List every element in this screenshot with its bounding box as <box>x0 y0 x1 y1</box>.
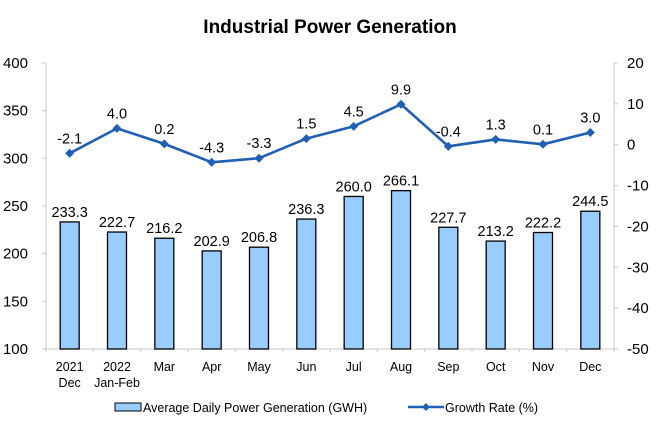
axes: 100 150 200 250 300 350 400 -50 -40 -30 -20 -10 0 10 2… <box>3 55 649 358</box>
bar-value-label: 216.2 <box>146 221 182 237</box>
x-category-label: Aug <box>390 360 412 374</box>
line-series <box>65 99 595 167</box>
left-tick-label: 300 <box>3 150 28 167</box>
bar-value-label: 222.2 <box>525 216 561 232</box>
bar <box>59 221 80 350</box>
x-category-label: 2022 <box>103 360 131 374</box>
bar <box>580 210 601 350</box>
legend: Average Daily Power Generation (GWH) Gro… <box>114 401 538 415</box>
bar <box>201 250 222 350</box>
bar-value-label: 266.1 <box>383 174 419 190</box>
line-value-label: 0.1 <box>533 122 553 138</box>
line-value-label: -2.1 <box>57 131 82 147</box>
left-tick-label: 100 <box>3 341 28 358</box>
line-value-label: 1.5 <box>296 117 316 133</box>
bar-value-label: 233.3 <box>52 205 88 221</box>
bar-value-label: 236.3 <box>288 202 324 218</box>
growth-rate-line <box>69 102 591 164</box>
right-tick-label: 20 <box>627 55 644 72</box>
line-point-marker <box>491 134 501 144</box>
left-tick-label: 250 <box>3 198 28 215</box>
line-point-marker <box>207 157 217 167</box>
line-point-marker <box>538 139 548 149</box>
right-tick-label: 0 <box>627 137 635 154</box>
right-tick-label: -10 <box>627 178 649 195</box>
legend-diamond-marker-icon <box>422 403 430 411</box>
x-category-label: Dec <box>579 360 601 374</box>
bar-value-label: 222.7 <box>99 215 135 231</box>
legend-line-label: Growth Rate (%) <box>445 401 538 415</box>
x-category-label: Apr <box>202 360 221 374</box>
x-category-label: 2021 <box>56 360 84 374</box>
line-value-label: 4.5 <box>344 104 364 120</box>
line-value-label: 3.0 <box>580 110 600 126</box>
legend-bar-swatch <box>114 402 142 412</box>
bar-value-label: 260.0 <box>336 179 372 195</box>
bar-series <box>59 190 601 350</box>
left-tick-label: 150 <box>3 293 28 310</box>
left-tick-label: 200 <box>3 246 28 263</box>
category-labels: 2021 Dec 2022 Jan-Feb Mar Apr May Jun Jul Aug Sep O… <box>56 360 602 390</box>
line-value-label: 9.9 <box>391 82 411 98</box>
bar-value-label: 213.2 <box>478 224 514 240</box>
left-tick-label: 350 <box>3 103 28 120</box>
line-point-marker <box>159 139 169 149</box>
line-value-label: -0.4 <box>436 124 461 140</box>
line-point-marker <box>396 99 406 109</box>
bar-value-label: 202.9 <box>194 234 230 250</box>
legend-bar-label: Average Daily Power Generation (GWH) <box>143 401 367 415</box>
line-point-marker <box>65 148 75 158</box>
x-category-label: Jul <box>346 360 362 374</box>
bar <box>485 240 506 350</box>
x-category-label: Sep <box>437 360 459 374</box>
x-category-label: Jun <box>296 360 316 374</box>
x-category-label: Nov <box>532 360 555 374</box>
bar <box>106 231 128 350</box>
x-category-label: May <box>247 360 271 374</box>
x-category-label: Oct <box>486 360 506 374</box>
line-value-label: -3.3 <box>247 136 272 152</box>
x-category-label: Mar <box>154 360 176 374</box>
line-point-marker <box>112 123 122 133</box>
bar <box>438 226 459 350</box>
bar <box>343 195 364 350</box>
bar <box>390 190 412 350</box>
x-category-label: Dec <box>59 376 81 390</box>
x-category-label: Jan-Feb <box>94 376 140 390</box>
bar <box>532 231 554 350</box>
bar <box>248 246 270 350</box>
right-tick-label: -30 <box>627 259 649 276</box>
line-value-label: 0.2 <box>154 122 174 138</box>
line-point-marker <box>254 153 264 163</box>
left-tick-label: 400 <box>3 55 28 72</box>
data-labels: 233.3 222.7 216.2 202.9 206.8 236.3 260.0 266.1… <box>52 82 609 250</box>
right-tick-label: 10 <box>627 96 644 113</box>
bar-value-label: 227.7 <box>430 210 466 226</box>
line-value-label: -4.3 <box>199 140 224 156</box>
bar <box>154 237 175 350</box>
bar-value-label: 206.8 <box>241 230 277 246</box>
line-value-label: 4.0 <box>107 106 127 122</box>
line-point-marker <box>349 121 359 131</box>
line-value-label: 1.3 <box>486 117 506 133</box>
right-tick-label: -20 <box>627 218 649 235</box>
bar-value-label: 244.5 <box>572 194 608 210</box>
line-point-marker <box>585 127 595 137</box>
line-point-marker <box>301 134 311 144</box>
chart-title: Industrial Power Generation <box>203 17 456 38</box>
right-tick-label: -50 <box>627 341 649 358</box>
bar <box>296 218 317 350</box>
line-point-marker <box>443 141 453 151</box>
right-tick-label: -40 <box>627 300 649 317</box>
